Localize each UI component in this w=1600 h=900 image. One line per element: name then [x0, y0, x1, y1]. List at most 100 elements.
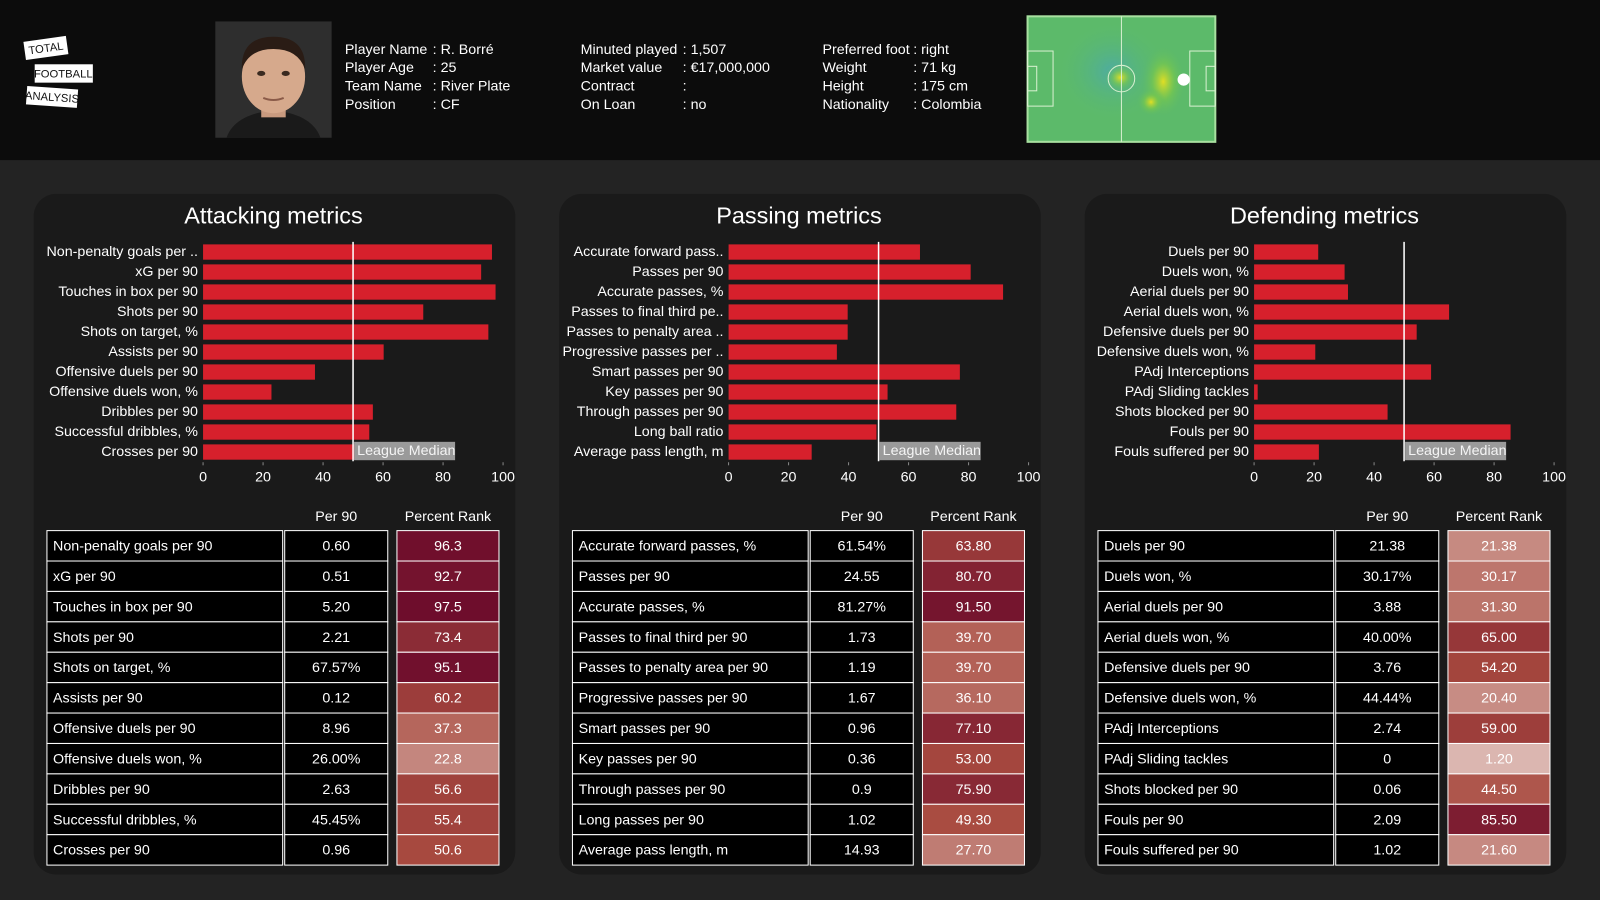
- table-cell: [46, 742, 284, 775]
- rank-cell: [396, 682, 500, 714]
- table-cell-text: 73.4: [434, 630, 462, 646]
- table-header: Per 90: [315, 509, 357, 525]
- bar-label: Fouls per 90: [1170, 424, 1249, 440]
- table-cell-text: 0.9: [852, 782, 872, 798]
- bar-label: Passes per 90: [632, 264, 723, 280]
- table-cell: [46, 530, 284, 562]
- rank-cell: [1447, 834, 1551, 866]
- x-tick-label: 60: [901, 469, 917, 485]
- bar: [728, 264, 971, 280]
- bar: [203, 304, 424, 320]
- panel-title: Defending metrics: [1230, 203, 1419, 229]
- table-cell: [571, 773, 809, 805]
- info-label: Nationality: [822, 97, 889, 113]
- table-cell-text: PAdj Interceptions: [1104, 721, 1219, 737]
- table-cell: [1097, 682, 1335, 714]
- bar-label: Shots per 90: [117, 304, 198, 320]
- table-cell-text: Fouls suffered per 90: [1104, 843, 1239, 859]
- info-value: :: [683, 79, 687, 95]
- table-cell-text: 0: [1383, 751, 1391, 767]
- table-cell-text: 49.30: [956, 812, 992, 828]
- bar-label: Progressive passes per ..: [563, 344, 724, 360]
- rank-cell: [921, 530, 1025, 562]
- table-cell: [571, 560, 809, 592]
- bar: [728, 384, 888, 400]
- logo: TOTAL FOOTBALL ANALYSIS: [23, 35, 93, 108]
- table-cell: [809, 621, 914, 653]
- table-cell: [571, 803, 809, 836]
- table-cell-text: 39.70: [956, 660, 992, 676]
- table-cell-text: 54.20: [1481, 660, 1517, 676]
- table-cell: [284, 530, 389, 562]
- table-cell: [809, 682, 914, 714]
- bar: [728, 424, 877, 440]
- table-cell: [46, 834, 284, 866]
- bar: [203, 264, 482, 280]
- rank-cell: [396, 834, 500, 866]
- table-cell-text: 36.10: [956, 691, 992, 707]
- table-cell-text: Aerial duels won, %: [1104, 630, 1230, 646]
- table-cell-text: 8.96: [322, 721, 350, 737]
- rank-cell: [396, 712, 500, 744]
- rank-cell: [1447, 651, 1551, 684]
- table-cell-text: 31.30: [1481, 599, 1517, 615]
- rank-cell: [396, 590, 500, 623]
- table-cell-text: 2.74: [1373, 721, 1401, 737]
- info-value: : right: [913, 42, 949, 58]
- table-cell-text: Accurate passes, %: [579, 599, 705, 615]
- table-cell-text: Smart passes per 90: [579, 721, 711, 737]
- rank-cell: [921, 621, 1025, 653]
- panels: Attacking metrics Non-penalty goals per .…: [33, 193, 1567, 875]
- bar-label: Passes to penalty area ..: [566, 324, 723, 340]
- x-tick-label: 100: [491, 469, 515, 485]
- table-cell: [284, 742, 389, 775]
- info-label: Minuted played: [581, 42, 678, 58]
- table-cell-text: 24.55: [844, 569, 880, 585]
- bar: [728, 324, 848, 340]
- x-tick-label: 40: [1366, 469, 1382, 485]
- table-cell-text: 5.20: [322, 599, 350, 615]
- bar-label: Average pass length, m: [574, 444, 724, 460]
- info-value: : 25: [433, 60, 457, 76]
- table-cell-text: 21.60: [1481, 843, 1517, 859]
- table-cell-text: 75.90: [956, 782, 992, 798]
- table-cell: [1335, 742, 1440, 775]
- rank-cell: [1447, 803, 1551, 836]
- table-cell-text: Key passes per 90: [579, 751, 697, 767]
- table-cell-text: 22.8: [434, 751, 462, 767]
- info-label: Weight: [822, 60, 866, 76]
- table-cell: [1097, 834, 1335, 866]
- bar: [1254, 284, 1348, 300]
- table-cell-text: Crosses per 90: [53, 843, 150, 859]
- metric-panel: Attacking metrics Non-penalty goals per .…: [33, 193, 516, 875]
- table-cell: [284, 621, 389, 653]
- table-cell: [1335, 590, 1440, 623]
- table-cell-text: 77.10: [956, 721, 992, 737]
- median-label: League Median: [883, 443, 981, 459]
- x-tick-label: 80: [1486, 469, 1502, 485]
- bar: [203, 444, 355, 460]
- bar-label: Shots blocked per 90: [1115, 404, 1249, 420]
- table-cell: [284, 560, 389, 592]
- bar-label: Smart passes per 90: [592, 364, 724, 380]
- rank-cell: [921, 803, 1025, 836]
- photo-shoulders: [226, 110, 321, 138]
- bar: [1254, 324, 1417, 340]
- metric-panel: Defending metrics Duels per 90 Duels won, …: [1084, 193, 1567, 875]
- table-cell-text: 39.70: [956, 630, 992, 646]
- info-label: Position: [345, 97, 396, 113]
- table-cell-text: 30.17%: [1363, 569, 1412, 585]
- rank-cell: [1447, 682, 1551, 714]
- bar-label: Aerial duels won, %: [1124, 304, 1250, 320]
- table-cell-text: 81.27%: [838, 599, 887, 615]
- table-cell-text: Passes to final third per 90: [579, 630, 748, 646]
- table-cell-text: 1.02: [1373, 843, 1401, 859]
- table-cell-text: Defensive duels won, %: [1104, 691, 1257, 707]
- table-cell-text: Average pass length, m: [579, 843, 729, 859]
- photo-hair: [241, 36, 306, 70]
- table-cell-text: 44.50: [1481, 782, 1517, 798]
- bar: [728, 444, 812, 460]
- table-cell-text: Through passes per 90: [579, 782, 726, 798]
- table-cell: [46, 803, 284, 836]
- table-cell-text: Passes per 90: [579, 569, 670, 585]
